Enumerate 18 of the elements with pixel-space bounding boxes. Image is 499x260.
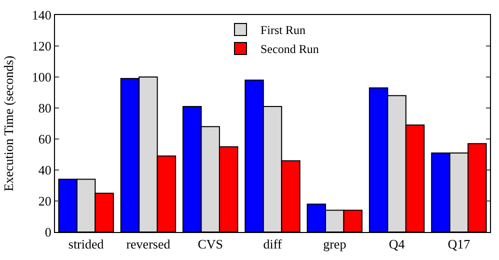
y-tick-label: 80 bbox=[38, 100, 52, 116]
x-tick-label: Q4 bbox=[388, 236, 406, 252]
x-tick-label: grep bbox=[323, 236, 346, 252]
legend-label: Second Run bbox=[260, 42, 319, 56]
y-tick-label: 40 bbox=[38, 162, 52, 178]
y-tick-label: 0 bbox=[44, 224, 52, 240]
y-axis-title: Execution Time (seconds) bbox=[0, 56, 16, 192]
y-tick-label: 140 bbox=[32, 8, 52, 23]
legend-label: First Run bbox=[260, 23, 306, 38]
y-tick-label: 60 bbox=[38, 132, 52, 147]
x-tick-label: reversed bbox=[126, 236, 171, 252]
y-tick-label: 120 bbox=[32, 38, 52, 54]
y-tick-label: 20 bbox=[38, 194, 52, 209]
x-tick-label: Q17 bbox=[448, 236, 471, 252]
x-tick-label: strided bbox=[68, 236, 104, 252]
x-tick-label: CVS bbox=[198, 236, 224, 252]
x-tick-label: diff bbox=[263, 236, 282, 252]
y-tick-label: 100 bbox=[32, 70, 52, 85]
